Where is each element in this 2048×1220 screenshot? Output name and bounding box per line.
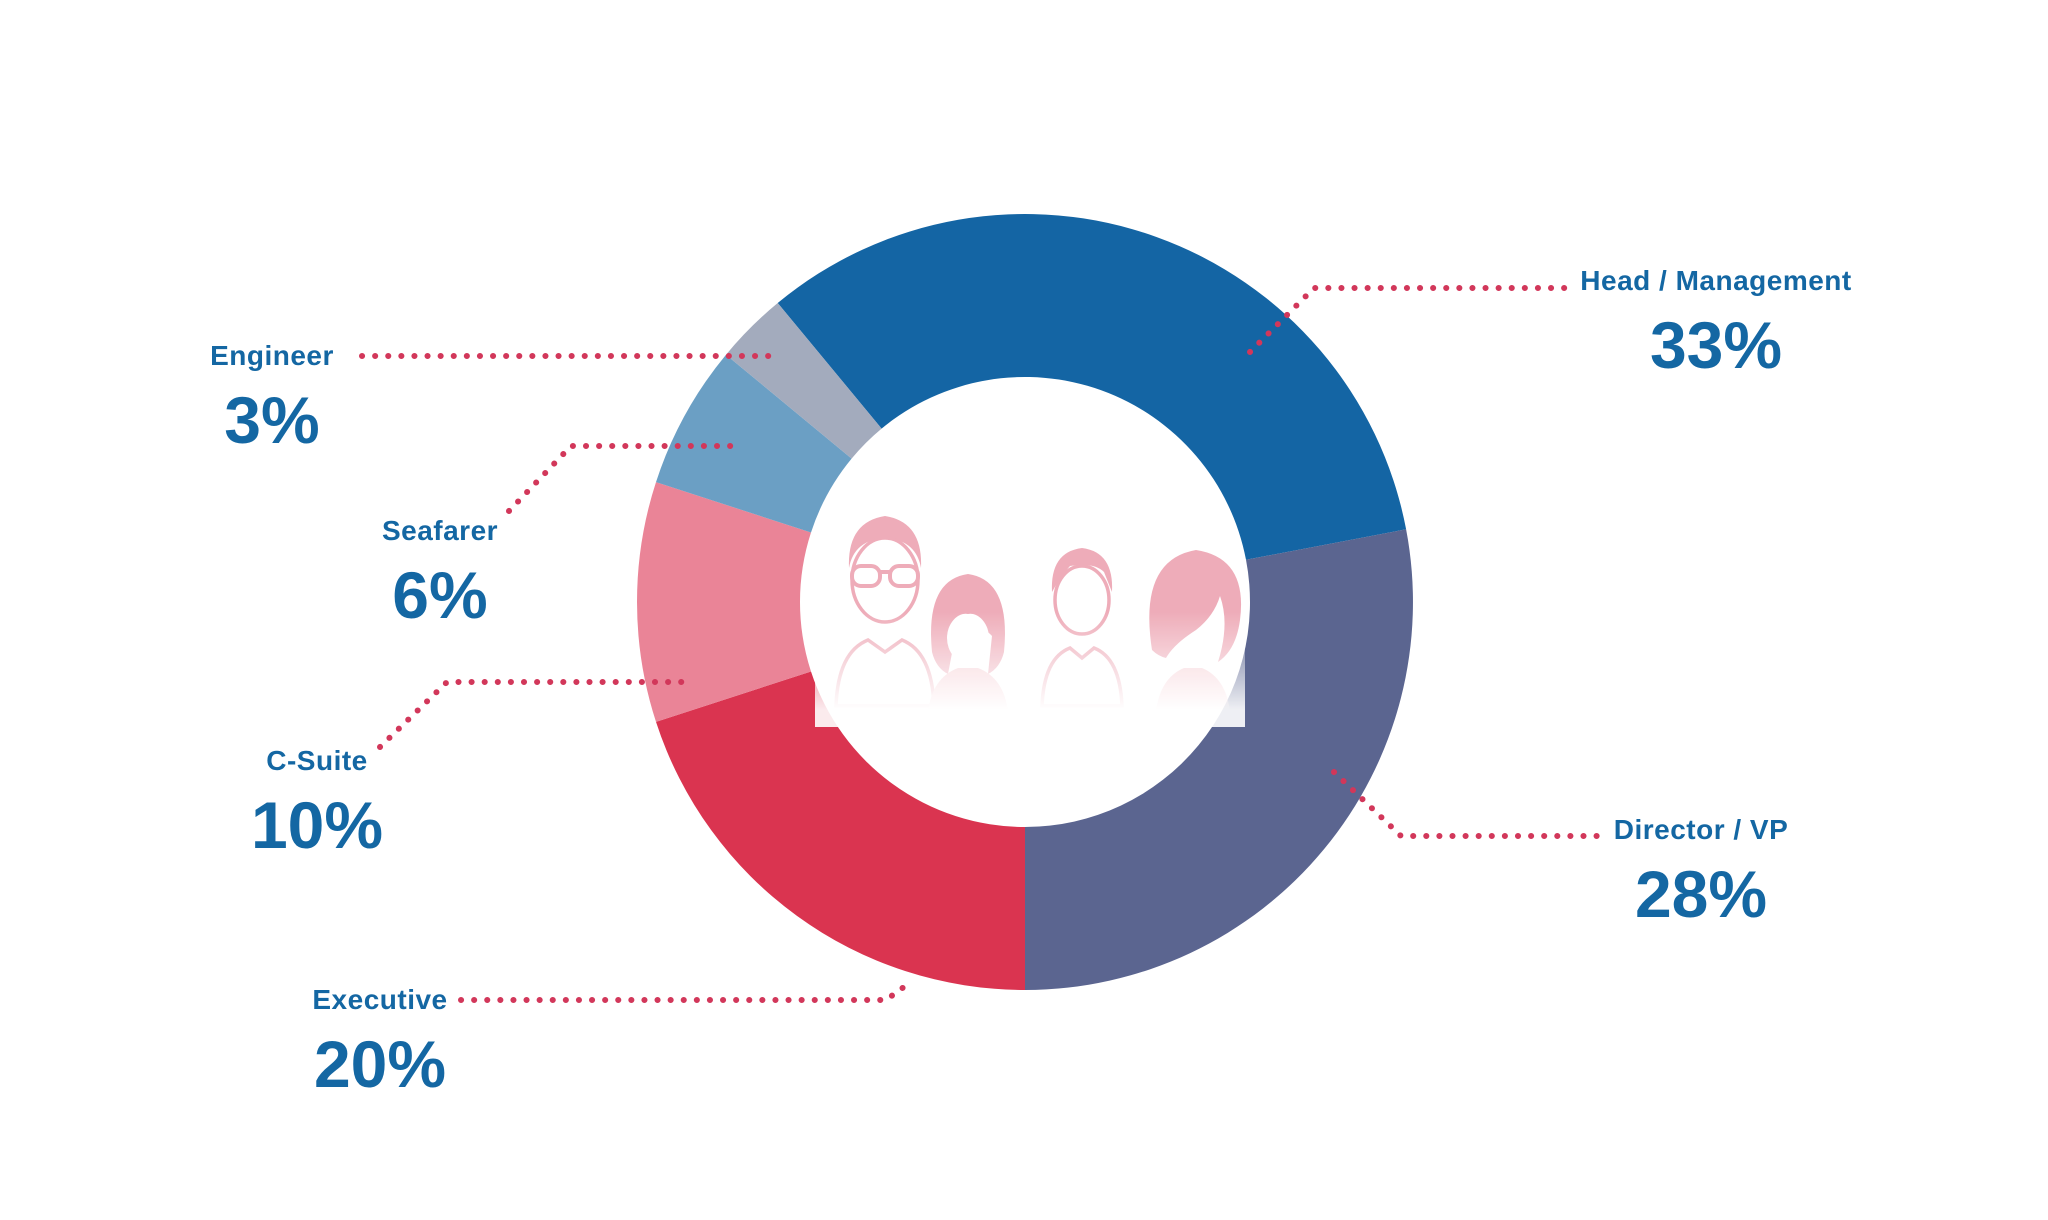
leader-line-seafarer [506,443,739,514]
category-label: Engineer [210,340,334,371]
donut-segment-head-management [777,213,1407,560]
leader-line-head-management [1247,285,1577,355]
callout-seafarer: Seafarer 6% [382,515,498,629]
category-label: Head / Management [1580,265,1852,296]
donut-segment-director-vp [1025,529,1413,990]
category-percentage: 10% [250,788,384,862]
leader-line-executive [458,981,911,1003]
donut-segments [637,213,1413,990]
category-percentage: 28% [1634,857,1768,931]
leader-lines [359,285,1604,1003]
category-percentage: 33% [1649,308,1783,382]
category-label: Executive [312,984,448,1015]
category-label: C-Suite [266,745,368,776]
leader-line-c-suite [377,679,694,750]
callout-executive: Executive 20% [312,984,447,1098]
category-percentage: 20% [313,1027,447,1101]
donut-segment-c-suite [637,482,811,722]
category-label: Seafarer [381,515,499,546]
callout-director-vp: Director / VP 28% [1614,814,1789,928]
donut-segment-engineer [726,303,882,459]
donut-segment-executive [656,671,1025,990]
category-label: Director / VP [1613,814,1789,845]
donut-segment-seafarer [656,354,852,533]
callout-engineer: Engineer 3% [210,340,334,454]
callout-head-management: Head / Management 33% [1580,265,1851,379]
callout-c-suite: C-Suite 10% [251,745,383,859]
leader-line-director-vp [1331,769,1604,839]
category-percentage: 3% [224,383,320,457]
people-avatars-graphic [815,516,1245,727]
avatar-fade-overlay [815,612,1245,727]
category-percentage: 6% [392,558,488,632]
